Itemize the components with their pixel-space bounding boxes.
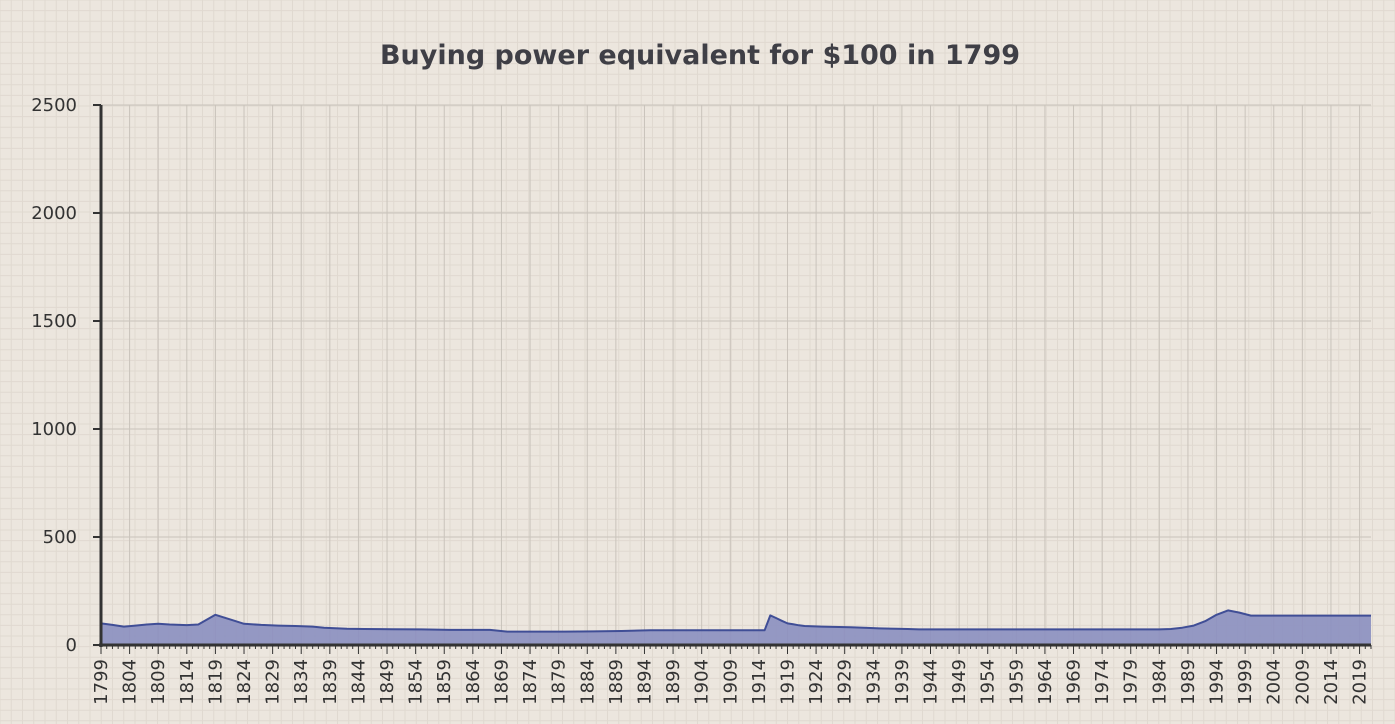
x-tick-label: 1839 <box>320 659 341 705</box>
x-tick-label: 1859 <box>434 659 455 705</box>
y-tick-label: 2000 <box>31 203 77 224</box>
x-tick-label: 1814 <box>177 659 198 705</box>
x-tick-label: 1899 <box>663 659 684 705</box>
axes <box>93 104 1372 654</box>
x-tick-label: 1984 <box>1149 659 1170 705</box>
x-tick-label: 1964 <box>1035 659 1056 705</box>
x-tick-label: 2014 <box>1321 659 1342 705</box>
x-tick-label: 1934 <box>863 659 884 705</box>
x-tick-label: 1914 <box>749 659 770 705</box>
x-tick-label: 1889 <box>606 659 627 705</box>
x-tick-label: 1819 <box>205 659 226 705</box>
x-tick-labels: 1799 1804 1809 1814 1819 1824 1829 1834 1839 1844… <box>91 659 1371 705</box>
x-tick-label: 1974 <box>1092 659 1113 705</box>
x-tick-label: 1849 <box>377 659 398 705</box>
x-tick-label: 1959 <box>1006 659 1027 705</box>
x-tick-label: 1924 <box>806 659 827 705</box>
x-tick-label: 1809 <box>148 659 169 705</box>
x-tick-label: 2019 <box>1350 659 1371 705</box>
y-tick-label: 1000 <box>31 419 77 440</box>
x-tick-label: 1894 <box>634 659 655 705</box>
x-tick-label: 1824 <box>234 659 255 705</box>
x-tick-label: 1834 <box>291 659 312 705</box>
x-tick-label: 1854 <box>406 659 427 705</box>
x-tick-label: 1969 <box>1064 659 1085 705</box>
x-tick-label: 1949 <box>949 659 970 705</box>
x-tick-label: 1999 <box>1235 659 1256 705</box>
x-tick-label: 1829 <box>263 659 284 705</box>
x-tick-label: 1939 <box>892 659 913 705</box>
x-tick-label: 1884 <box>577 659 598 705</box>
x-tick-label: 1929 <box>835 659 856 705</box>
x-tick-label: 1909 <box>720 659 741 705</box>
x-tick-label: 1979 <box>1121 659 1142 705</box>
x-tick-label: 1944 <box>921 659 942 705</box>
x-tick-label: 1954 <box>978 659 999 705</box>
x-tick-label: 1864 <box>463 659 484 705</box>
x-tick-label: 1879 <box>549 659 570 705</box>
x-tick-label: 1904 <box>692 659 713 705</box>
y-tick-label: 0 <box>66 635 77 656</box>
series-line <box>100 609 1371 633</box>
area-fill <box>101 610 1371 645</box>
y-tick-labels: 0 500 1000 1500 2000 2500 <box>31 95 77 656</box>
area-series <box>100 609 1372 645</box>
x-tick-label: 1804 <box>120 659 141 705</box>
x-tick-label: 1994 <box>1207 659 1228 705</box>
x-tick-label: 2004 <box>1264 659 1285 705</box>
y-tick-label: 2500 <box>31 95 77 116</box>
chart-title: Buying power equivalent for $100 in 1799 <box>380 40 1020 71</box>
y-tick-label: 500 <box>43 527 77 548</box>
x-tick-label: 1919 <box>777 659 798 705</box>
x-tick-label: 1874 <box>520 659 541 705</box>
x-tick-label: 1799 <box>91 659 112 705</box>
x-tick-label: 2009 <box>1292 659 1313 705</box>
x-tick-label: 1844 <box>348 659 369 705</box>
y-tick-label: 1500 <box>31 311 77 332</box>
x-tick-label: 1869 <box>491 659 512 705</box>
x-tick-label: 1989 <box>1178 659 1199 705</box>
